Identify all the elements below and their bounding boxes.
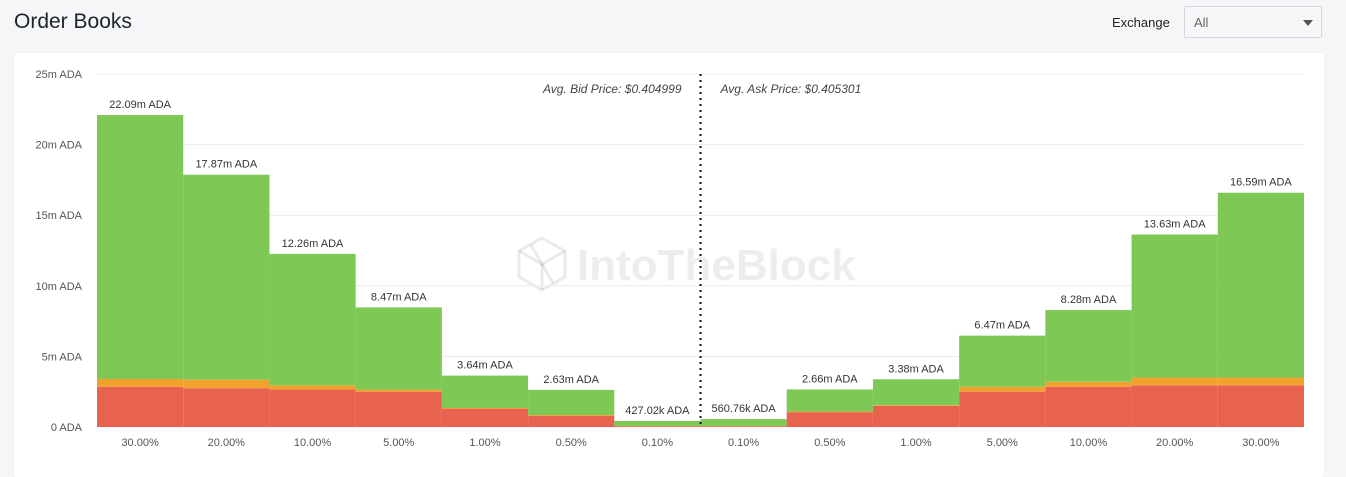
bar-segment-bid-2 xyxy=(355,307,442,390)
watermark-text: IntoTheBlock xyxy=(577,241,856,290)
bar-segment-ask-1 xyxy=(1045,381,1132,387)
bar-segment-bid-2 xyxy=(614,420,701,427)
x-tick-label: 20.00% xyxy=(208,437,246,449)
y-tick-label: 25m ADA xyxy=(36,69,83,81)
bar-segment-ask-2 xyxy=(1217,192,1304,378)
exchange-label: Exchange xyxy=(1112,15,1170,30)
bar-segment-ask-2 xyxy=(959,335,1046,387)
bar-total-label: 8.28m ADA xyxy=(1061,294,1117,306)
bar-segment-ask-2 xyxy=(872,379,960,406)
bar-segment-bid-1 xyxy=(97,378,184,387)
y-tick-label: 20m ADA xyxy=(36,140,83,152)
x-tick-label: 0.50% xyxy=(814,437,845,449)
x-tick-label: 20.00% xyxy=(1156,437,1194,449)
bar-segment-bid-2 xyxy=(183,174,270,380)
bar-segment-ask-2 xyxy=(786,389,873,412)
bar-segment-ask-2 xyxy=(1045,310,1132,382)
bar-segment-ask-0 xyxy=(700,426,787,427)
x-tick-label: 5.00% xyxy=(987,437,1018,449)
y-tick-label: 0 ADA xyxy=(51,422,83,434)
bar-segment-bid-0 xyxy=(614,426,701,427)
bar-segment-ask-0 xyxy=(786,412,873,427)
bar-segment-ask-2 xyxy=(700,419,787,427)
bar-segment-ask-2 xyxy=(1131,234,1218,378)
x-tick-label: 30.00% xyxy=(121,437,159,449)
bar-total-label: 17.87m ADA xyxy=(195,159,257,171)
x-tick-label: 30.00% xyxy=(1242,437,1280,449)
bar-segment-bid-0 xyxy=(355,391,442,427)
avg-ask-price: Avg. Ask Price: $0.405301 xyxy=(720,82,862,96)
exchange-select[interactable]: All xyxy=(1184,6,1322,38)
x-tick-label: 0.10% xyxy=(728,437,759,449)
bar-segment-bid-0 xyxy=(269,389,356,427)
bar-total-label: 22.09m ADA xyxy=(109,99,171,111)
bar-segment-bid-1 xyxy=(528,414,615,416)
bar-segment-bid-1 xyxy=(269,385,356,390)
bar-segment-bid-2 xyxy=(269,253,356,386)
bar-total-label: 13.63m ADA xyxy=(1144,219,1206,231)
x-tick-label: 10.00% xyxy=(1070,437,1108,449)
bar-segment-ask-0 xyxy=(1045,386,1132,427)
bar-total-label: 560.76k ADA xyxy=(711,403,776,415)
avg-bid-price: Avg. Bid Price: $0.404999 xyxy=(542,82,682,96)
bar-segment-ask-0 xyxy=(1217,385,1304,427)
x-tick-label: 5.00% xyxy=(383,437,414,449)
chevron-down-icon xyxy=(1303,20,1313,26)
exchange-select-value: All xyxy=(1194,15,1209,30)
bar-segment-ask-0 xyxy=(872,405,960,427)
bar-segment-bid-2 xyxy=(441,375,529,408)
bar-segment-ask-1 xyxy=(786,411,873,413)
bar-total-label: 2.63m ADA xyxy=(543,374,599,386)
bar-segment-bid-0 xyxy=(97,386,184,427)
bar-segment-bid-0 xyxy=(183,388,270,427)
bar-segment-ask-1 xyxy=(1217,377,1304,386)
bar-total-label: 2.66m ADA xyxy=(802,373,858,385)
x-tick-label: 1.00% xyxy=(900,437,931,449)
bar-segment-bid-1 xyxy=(441,407,529,409)
bar-segment-ask-1 xyxy=(959,386,1046,392)
y-tick-label: 15m ADA xyxy=(36,210,83,222)
bar-total-label: 12.26m ADA xyxy=(282,238,344,250)
bar-total-label: 427.02k ADA xyxy=(625,405,690,417)
bar-total-label: 8.47m ADA xyxy=(371,291,427,303)
x-tick-label: 0.50% xyxy=(556,437,587,449)
bar-segment-ask-0 xyxy=(959,391,1046,427)
bar-segment-bid-0 xyxy=(528,415,615,427)
x-tick-label: 1.00% xyxy=(469,437,500,449)
y-tick-label: 10m ADA xyxy=(36,281,83,293)
bar-total-label: 6.47m ADA xyxy=(974,320,1030,332)
watermark: IntoTheBlock xyxy=(517,236,856,292)
bar-segment-bid-2 xyxy=(528,389,615,415)
bar-segment-bid-1 xyxy=(183,379,270,389)
bar-total-label: 16.59m ADA xyxy=(1230,177,1292,189)
bar-segment-bid-1 xyxy=(355,389,442,392)
bar-segment-bid-0 xyxy=(441,408,529,427)
bar-total-label: 3.64m ADA xyxy=(457,360,513,372)
y-tick-label: 5m ADA xyxy=(42,351,83,363)
bar-segment-bid-2 xyxy=(97,115,184,379)
x-tick-label: 10.00% xyxy=(294,437,332,449)
bar-segment-ask-1 xyxy=(872,405,960,406)
watermark-logo-icon xyxy=(517,236,567,292)
bar-segment-ask-1 xyxy=(1131,377,1218,386)
bar-total-label: 3.38m ADA xyxy=(888,363,944,375)
x-tick-label: 0.10% xyxy=(642,437,673,449)
page-title: Order Books xyxy=(14,10,132,33)
bar-segment-ask-0 xyxy=(1131,385,1218,427)
